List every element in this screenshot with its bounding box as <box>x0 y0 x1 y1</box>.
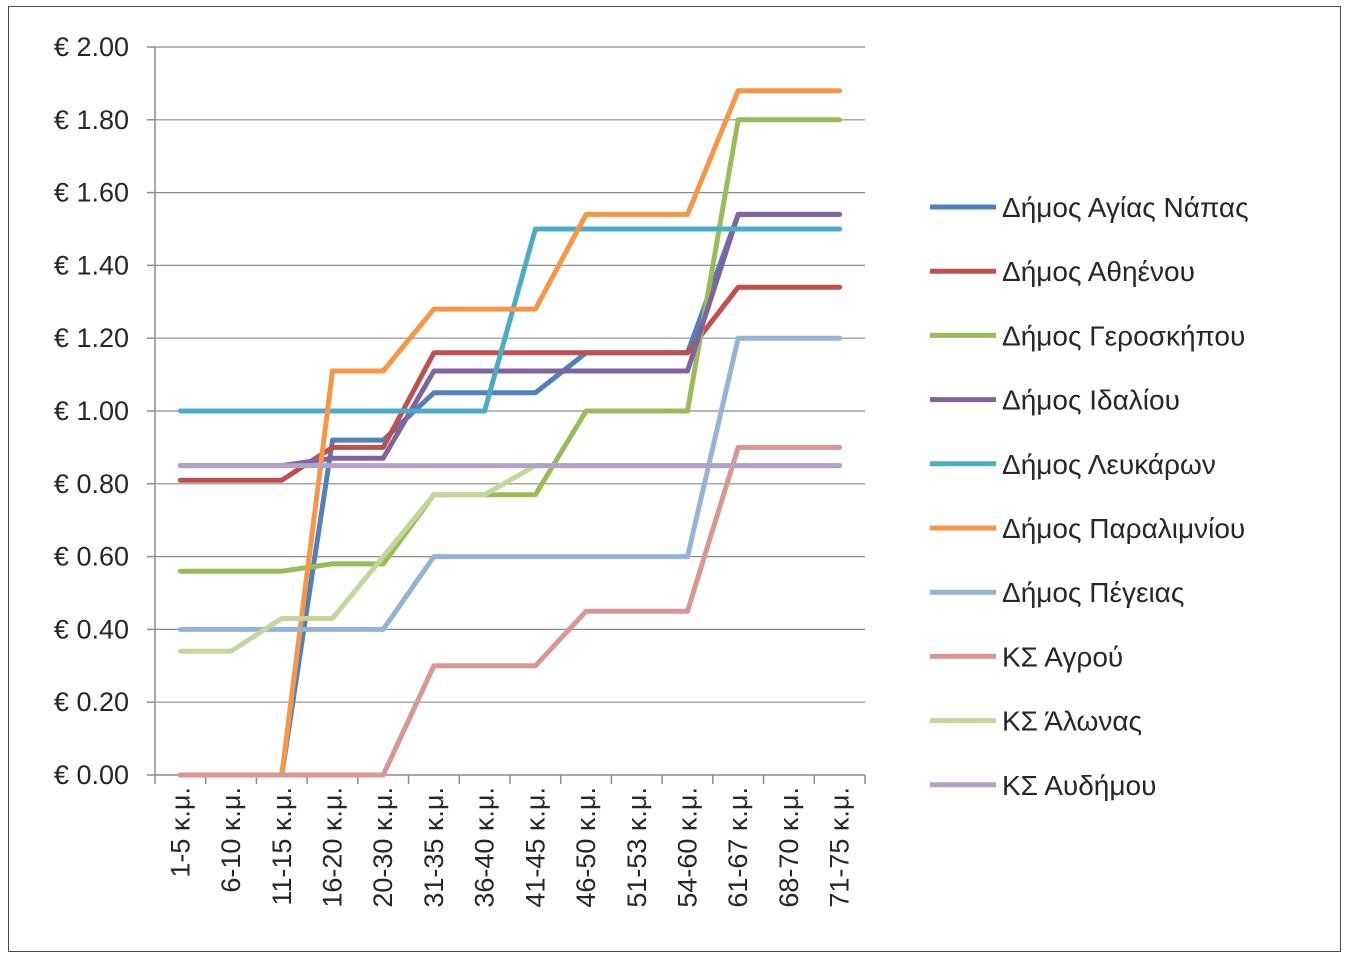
legend: Δήμος Αγίας Νάπας Δήμος Αθηένου Δήμος Γερο… <box>930 192 1249 801</box>
series-lines <box>177 88 843 778</box>
x-tick-label: 16-20 κ.μ. <box>318 787 348 908</box>
y-tick-label: € 0.20 <box>54 687 129 717</box>
x-tick-label: 6-10 κ.μ. <box>216 787 246 893</box>
legend-label: Δήμος Αθηένου <box>1002 256 1195 287</box>
series-line-8 <box>177 444 843 778</box>
x-tick-label: 36-40 κ.μ. <box>470 787 500 908</box>
x-tick-label: 51-53 κ.μ. <box>622 787 652 908</box>
y-tick-label: € 1.20 <box>54 323 129 353</box>
y-tick-label: € 1.40 <box>54 250 129 280</box>
y-tick-label: € 0.60 <box>54 542 129 572</box>
legend-label: Δήμος Ιδαλίου <box>1002 385 1180 416</box>
gridlines <box>155 46 865 703</box>
x-tick-label: 1-5 κ.μ. <box>165 787 195 878</box>
x-tick-label: 11-15 κ.μ. <box>267 787 297 906</box>
x-tick-label: 71-75 κ.μ. <box>825 787 855 908</box>
x-tick-label: 46-50 κ.μ. <box>571 787 601 908</box>
x-tick-label: 54-60 κ.μ. <box>673 787 703 908</box>
legend-label: Δήμος Παραλιμνίου <box>1002 513 1245 544</box>
series-line-6 <box>177 88 843 778</box>
series-line-7 <box>177 335 843 632</box>
x-tick-label: 61-67 κ.μ. <box>723 787 753 908</box>
legend-label: ΚΣ Αγρού <box>1002 641 1123 672</box>
y-tick-label: € 0.80 <box>54 469 129 499</box>
legend-label: ΚΣ Άλωνας <box>1002 706 1142 737</box>
x-tick-label: 68-70 κ.μ. <box>774 787 804 908</box>
x-tick-labels: 1-5 κ.μ. 6-10 κ.μ. 11-15 κ.μ. 16-20 κ.μ. 20-… <box>165 787 854 908</box>
series-line-5 <box>177 226 843 414</box>
legend-label: Δήμος Αγίας Νάπας <box>1002 192 1249 223</box>
y-tick-label: € 0.40 <box>54 614 129 644</box>
x-tick-label: 41-45 κ.μ. <box>520 787 550 908</box>
legend-label: Δήμος Λευκάρων <box>1002 449 1216 480</box>
series-line-2 <box>177 284 843 483</box>
axes <box>147 46 866 784</box>
legend-label: Δήμος Γεροσκήπου <box>1002 320 1245 351</box>
y-tick-label: € 2.00 <box>54 32 129 62</box>
legend-label: Δήμος Πέγειας <box>1002 577 1184 608</box>
y-tick-label: € 1.60 <box>54 178 129 208</box>
y-tick-labels: € 0.00 € 0.20 € 0.40 € 0.60 € 0.80 € 1.00 € 1.… <box>54 32 129 790</box>
y-tick-label: € 1.00 <box>54 396 129 426</box>
y-tick-label: € 1.80 <box>54 105 129 135</box>
legend-label: ΚΣ Αυδήμου <box>1002 770 1156 801</box>
x-tick-label: 31-35 κ.μ. <box>419 787 449 908</box>
x-tick-label: 20-30 κ.μ. <box>368 787 398 908</box>
y-tick-label: € 0.00 <box>54 760 129 790</box>
series-line-3 <box>177 117 843 574</box>
